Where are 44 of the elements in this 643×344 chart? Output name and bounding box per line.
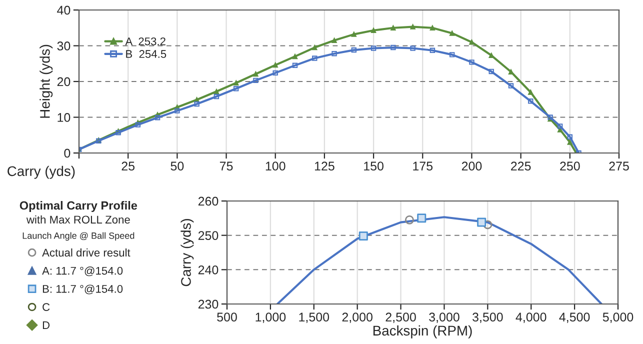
x-tick-label: 125 (314, 162, 334, 171)
y-tick-label: 40 (57, 6, 70, 15)
legend-label: A: 11.7 °@154.0 (42, 266, 123, 276)
x-tick-label: 225 (511, 162, 531, 171)
x-axis-title: Carry (yds) (8, 166, 75, 179)
legend-label: C (42, 303, 50, 311)
x-tick-label: 275 (609, 162, 629, 171)
x-tick-label: 100 (266, 162, 286, 171)
legend-label: B 254.5 (126, 50, 166, 58)
y-tick-label: 240 (198, 265, 218, 274)
x-tick-label: 250 (560, 162, 580, 171)
y-tick-label: 230 (198, 300, 218, 309)
x-tick-label: 2,500 (386, 312, 416, 323)
x-tick-label: 1,500 (299, 312, 330, 323)
legend-label: A 253.2 (125, 37, 166, 46)
x-tick-label: 500 (217, 312, 237, 322)
x-tick-label: 5,000 (602, 312, 634, 323)
legend-label: Actual drive result (42, 248, 130, 257)
y-tick-label: 260 (198, 196, 218, 206)
x-tick-label: 200 (462, 162, 482, 171)
text: Optimal Carry Profile (20, 201, 138, 212)
x-tick-label: 3,000 (429, 312, 460, 323)
y-tick-label: 20 (57, 77, 70, 86)
x-tick-label: 75 (220, 162, 233, 171)
x-tick-label: 175 (413, 162, 433, 171)
legend-title: Launch Angle @ Ball Speed (22, 232, 134, 241)
x-tick-label: 4,000 (516, 312, 546, 323)
y-tick-label: 30 (57, 42, 70, 50)
legend-label: D (42, 321, 50, 330)
x-axis-title: Backspin (RPM) (373, 325, 472, 338)
y-tick-label: 10 (58, 113, 70, 122)
y-axis-title: Carry (yds) (180, 219, 194, 286)
x-tick-label: 3,500 (472, 312, 503, 323)
y-tick-label: 250 (198, 231, 218, 240)
y-tick-label: 0 (64, 148, 70, 158)
x-tick-label: 2,000 (342, 312, 372, 323)
legend-label: B: 11.7 °@154.0 (42, 284, 123, 294)
x-tick-label: 25 (122, 162, 135, 171)
x-tick-label: 4,500 (559, 312, 590, 323)
text: with Max ROLL Zone (26, 215, 130, 224)
x-tick-label: 150 (364, 162, 384, 171)
x-tick-label: 50 (170, 162, 184, 171)
x-tick-label: 1,000 (256, 312, 286, 323)
y-axis-title: Height (yds) (40, 44, 53, 118)
